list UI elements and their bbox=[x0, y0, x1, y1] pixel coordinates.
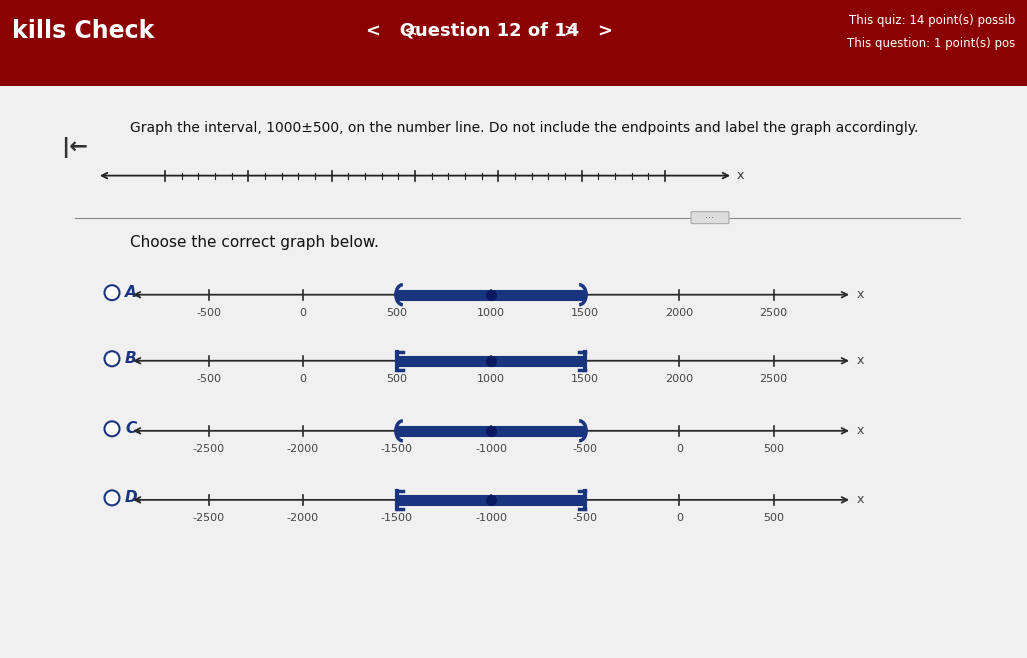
Text: -2500: -2500 bbox=[192, 513, 225, 523]
Text: -2500: -2500 bbox=[192, 444, 225, 454]
Text: ···: ··· bbox=[706, 213, 715, 222]
Text: 2500: 2500 bbox=[759, 374, 788, 384]
Text: x: x bbox=[857, 494, 865, 507]
Text: 2500: 2500 bbox=[759, 308, 788, 318]
Text: >: > bbox=[563, 22, 577, 40]
Text: 0: 0 bbox=[299, 308, 306, 318]
Circle shape bbox=[105, 351, 119, 367]
Text: 2000: 2000 bbox=[665, 308, 693, 318]
Text: x: x bbox=[857, 288, 865, 301]
Text: 500: 500 bbox=[763, 513, 784, 523]
Text: 500: 500 bbox=[386, 308, 408, 318]
Text: 1500: 1500 bbox=[571, 374, 599, 384]
Text: Graph the interval, 1000±500, on the number line. Do not include the endpoints a: Graph the interval, 1000±500, on the num… bbox=[130, 120, 918, 135]
Text: 500: 500 bbox=[386, 374, 408, 384]
Text: C.: C. bbox=[125, 421, 142, 436]
Text: 0: 0 bbox=[676, 444, 683, 454]
Text: 0: 0 bbox=[299, 374, 306, 384]
Text: |←: |← bbox=[62, 137, 88, 158]
Text: A.: A. bbox=[125, 285, 143, 300]
Text: 500: 500 bbox=[763, 444, 784, 454]
Text: This question: 1 point(s) pos: This question: 1 point(s) pos bbox=[846, 38, 1015, 50]
Text: kills Check: kills Check bbox=[12, 19, 154, 43]
Text: -2000: -2000 bbox=[287, 513, 318, 523]
Text: <: < bbox=[403, 22, 417, 40]
FancyBboxPatch shape bbox=[691, 212, 729, 224]
Text: -1500: -1500 bbox=[381, 513, 413, 523]
Text: -1000: -1000 bbox=[476, 444, 507, 454]
Text: x: x bbox=[857, 354, 865, 367]
Text: 2000: 2000 bbox=[665, 374, 693, 384]
Text: -1000: -1000 bbox=[476, 513, 507, 523]
Text: -500: -500 bbox=[196, 374, 221, 384]
Text: x: x bbox=[857, 424, 865, 438]
Text: -1500: -1500 bbox=[381, 444, 413, 454]
Text: -500: -500 bbox=[573, 513, 598, 523]
Circle shape bbox=[105, 285, 119, 300]
Text: <   Question 12 of 14   >: < Question 12 of 14 > bbox=[367, 22, 613, 40]
Text: B.: B. bbox=[125, 351, 143, 367]
Text: 1000: 1000 bbox=[477, 308, 505, 318]
Text: D.: D. bbox=[125, 490, 144, 505]
Circle shape bbox=[105, 421, 119, 436]
Text: Choose the correct graph below.: Choose the correct graph below. bbox=[130, 235, 379, 250]
Text: 1500: 1500 bbox=[571, 308, 599, 318]
Text: -500: -500 bbox=[196, 308, 221, 318]
Text: x: x bbox=[737, 169, 745, 182]
Text: 0: 0 bbox=[676, 513, 683, 523]
Text: -500: -500 bbox=[573, 444, 598, 454]
Text: 1000: 1000 bbox=[477, 374, 505, 384]
Circle shape bbox=[105, 490, 119, 505]
Text: This quiz: 14 point(s) possib: This quiz: 14 point(s) possib bbox=[848, 14, 1015, 28]
Text: -2000: -2000 bbox=[287, 444, 318, 454]
